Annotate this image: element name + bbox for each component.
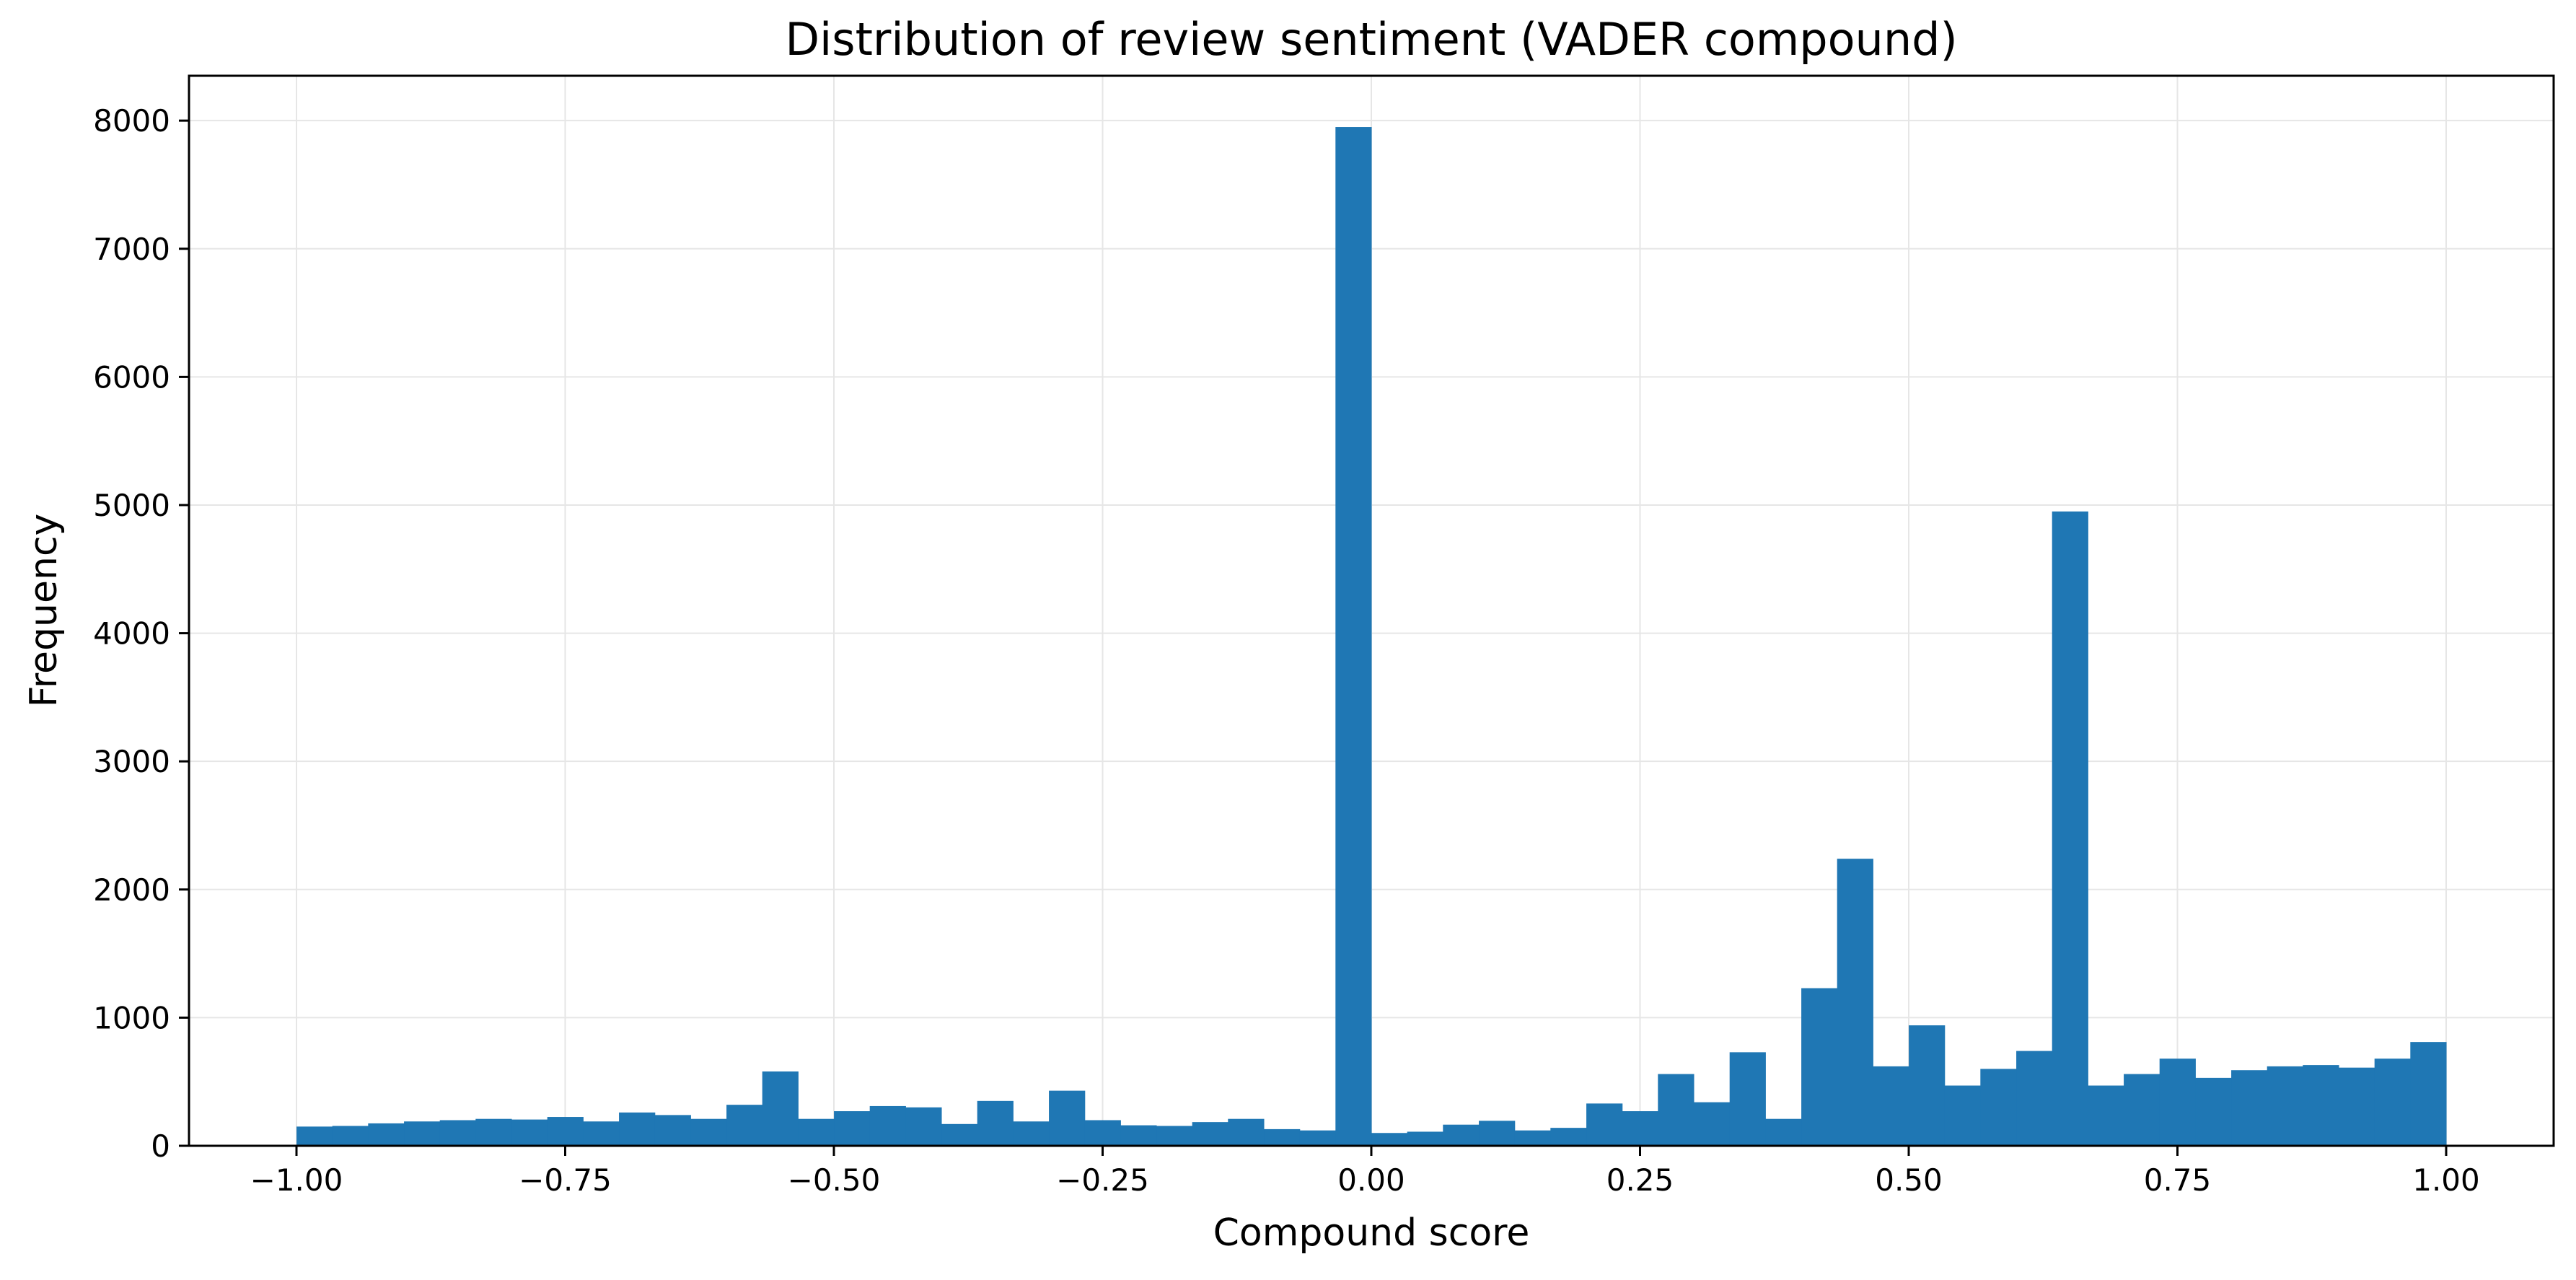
histogram-bar [726, 1105, 763, 1146]
x-tick-label: 0.00 [1337, 1162, 1405, 1198]
histogram-bar [1801, 988, 1838, 1146]
x-tick-label: 0.25 [1606, 1162, 1674, 1198]
histogram-bar [1873, 1066, 1909, 1146]
y-tick-label: 0 [151, 1128, 170, 1164]
histogram-bar [905, 1107, 942, 1146]
histogram-bar [1084, 1120, 1121, 1146]
y-tick-label: 4000 [93, 616, 170, 652]
histogram-bar [2339, 1067, 2375, 1146]
histogram-bar [834, 1111, 871, 1146]
histogram-bar [1371, 1133, 1408, 1146]
histogram-bar [1156, 1126, 1193, 1146]
ticks-layer: −1.00 −0.75 −0.50 −0.25 0.00 0.25 0.50 0.75 1.00… [93, 103, 2480, 1198]
histogram-bar [1944, 1085, 1981, 1146]
y-tick-label: 8000 [93, 103, 170, 139]
histogram-bar [332, 1126, 369, 1146]
histogram-bar [1550, 1128, 1587, 1146]
histogram-bar [690, 1118, 727, 1146]
histogram-bar [2410, 1042, 2447, 1146]
y-tick-label: 5000 [93, 488, 170, 523]
x-tick-label: −0.50 [788, 1162, 881, 1198]
histogram-bar [547, 1117, 584, 1146]
histogram-bar [2159, 1058, 2196, 1146]
histogram-bar [2088, 1085, 2124, 1146]
histogram-bar [1694, 1102, 1731, 1146]
histogram-bar [1622, 1111, 1658, 1146]
x-tick-label: 1.00 [2412, 1162, 2480, 1198]
histogram-bar [583, 1121, 620, 1146]
histogram-bar [654, 1115, 691, 1146]
y-tick-label: 6000 [93, 359, 170, 395]
histogram-bar [1335, 127, 1372, 1147]
histogram-bar [2016, 1051, 2053, 1146]
histogram-bar [1729, 1052, 1766, 1146]
histogram-bar [1192, 1122, 1228, 1146]
histogram-bar [1765, 1118, 1802, 1146]
bars-layer [296, 127, 2447, 1147]
histogram-bar [1120, 1125, 1157, 1146]
histogram-bar [2231, 1070, 2268, 1146]
histogram-bar [1837, 859, 1873, 1146]
histogram-bar [511, 1119, 548, 1146]
histogram-bar [977, 1100, 1014, 1146]
histogram-bar [1586, 1103, 1623, 1146]
x-tick-label: 0.50 [1875, 1162, 1943, 1198]
x-tick-label: −0.75 [519, 1162, 612, 1198]
histogram-bar [1443, 1124, 1480, 1146]
x-tick-label: 0.75 [2144, 1162, 2212, 1198]
y-axis-label: Frequency [22, 514, 66, 708]
histogram-bar [2267, 1066, 2303, 1146]
histogram-bar [798, 1118, 835, 1146]
histogram-bar [1658, 1074, 1694, 1146]
histogram-bar [296, 1126, 333, 1146]
histogram-bar [2052, 511, 2088, 1146]
histogram-bar [1299, 1130, 1336, 1146]
histogram-bar [2124, 1074, 2160, 1146]
histogram-bar [619, 1112, 656, 1146]
histogram-bar [869, 1105, 906, 1146]
y-tick-label: 3000 [93, 744, 170, 779]
y-tick-label: 7000 [93, 232, 170, 267]
histogram-bar [1264, 1128, 1301, 1146]
histogram-bar [368, 1123, 405, 1146]
histogram-bar [1479, 1121, 1516, 1146]
histogram-bar [1909, 1025, 1946, 1146]
histogram-bar [1013, 1121, 1050, 1146]
x-axis-label: Compound score [1213, 1211, 1530, 1255]
histogram-bar [941, 1123, 978, 1146]
histogram-bar [1049, 1090, 1086, 1146]
x-tick-label: −0.25 [1056, 1162, 1149, 1198]
y-tick-label: 1000 [93, 1000, 170, 1035]
histogram-bar [404, 1121, 441, 1146]
histogram-bar [2303, 1065, 2339, 1146]
histogram-bar [762, 1071, 799, 1146]
histogram-bar [2374, 1058, 2411, 1146]
histogram-bar [2195, 1077, 2232, 1146]
histogram-bar [1228, 1118, 1265, 1146]
histogram-bar [1514, 1130, 1551, 1146]
histogram-bar [1980, 1069, 2017, 1146]
histogram-bar [439, 1120, 476, 1146]
chart-title: Distribution of review sentiment (VADER … [785, 13, 1957, 66]
histogram-bar [475, 1118, 512, 1146]
y-tick-label: 2000 [93, 872, 170, 908]
x-tick-label: −1.00 [250, 1162, 343, 1198]
histogram-bar [1407, 1131, 1443, 1146]
